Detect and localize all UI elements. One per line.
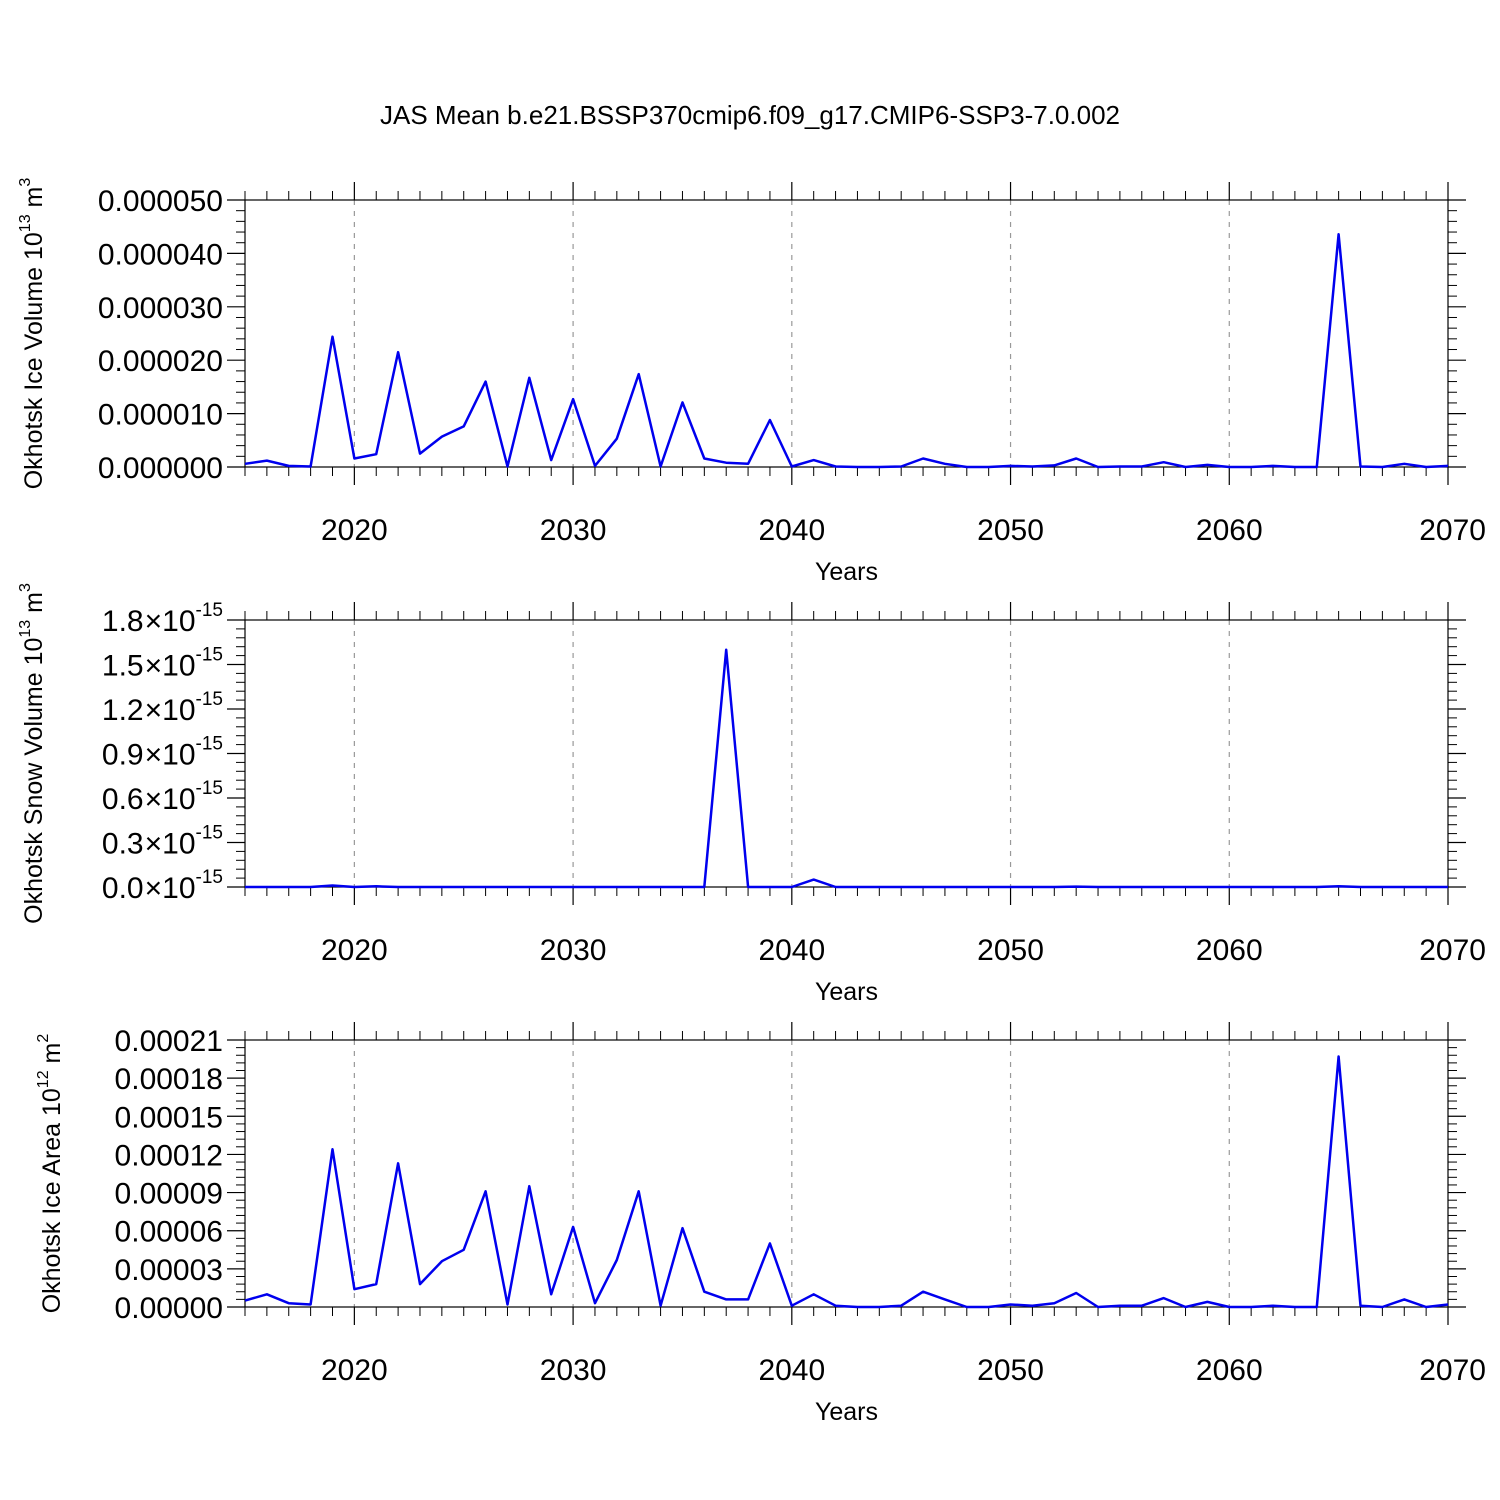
x-tick-label: 2070 xyxy=(1419,934,1486,967)
y-axis-label: Okhotsk Snow Volume 1013 m3 xyxy=(17,583,48,924)
y-tick-label: 0.000000 xyxy=(98,452,223,485)
y-tick-label: 0.00006 xyxy=(115,1216,223,1249)
x-tick-label: 2070 xyxy=(1419,514,1486,547)
y-tick-label: 1.2×10-15 xyxy=(102,689,223,727)
x-tick-label: 2020 xyxy=(321,934,388,967)
y-tick-label: 1.5×10-15 xyxy=(102,645,223,683)
y-tick-label: 0.00009 xyxy=(115,1178,223,1211)
y-tick-label: 0.00015 xyxy=(115,1101,223,1134)
x-tick-label: 2070 xyxy=(1419,1354,1486,1387)
y-tick-label: 0.000050 xyxy=(98,185,223,218)
x-tick-label: 2030 xyxy=(540,514,607,547)
x-tick-label: 2060 xyxy=(1196,514,1263,547)
panel-2: 2020 2030 2040 2050 2060 2070 0.0×10-15 0.3×10-… xyxy=(17,583,1486,1006)
x-tick-label: 2060 xyxy=(1196,934,1263,967)
y-tick-label: 0.0×10-15 xyxy=(102,867,223,905)
y-tick-label: 0.00000 xyxy=(115,1292,223,1325)
x-tick-label: 2050 xyxy=(977,514,1044,547)
y-tick-label: 0.00018 xyxy=(115,1063,223,1096)
x-tick-label: 2050 xyxy=(977,1354,1044,1387)
y-tick-label: 0.3×10-15 xyxy=(102,823,223,861)
y-axis-label: Okhotsk Ice Volume 1013 m3 xyxy=(17,178,48,490)
y-tick-label: 0.000030 xyxy=(98,292,223,325)
x-tick-label: 2060 xyxy=(1196,1354,1263,1387)
y-tick-label: 0.00021 xyxy=(115,1025,223,1058)
x-tick-label: 2030 xyxy=(540,1354,607,1387)
y-tick-label: 0.00003 xyxy=(115,1254,223,1287)
x-axis-label: Years xyxy=(815,558,878,586)
y-tick-label: 0.000010 xyxy=(98,399,223,432)
y-tick-label: 0.000040 xyxy=(98,238,223,271)
x-tick-label: 2050 xyxy=(977,934,1044,967)
y-tick-label: 0.6×10-15 xyxy=(102,778,223,816)
x-axis-label: Years xyxy=(815,1398,878,1426)
panels: 2020 2030 2040 2050 2060 2070 0.000000 0.000010… xyxy=(17,178,1486,1426)
plot-frame xyxy=(244,1039,1449,1308)
x-axis-label: Years xyxy=(815,978,878,1006)
figure-title: JAS Mean b.e21.BSSP370cmip6.f09_g17.CMIP… xyxy=(380,100,1120,130)
x-tick-label: 2040 xyxy=(758,514,825,547)
plot-frame xyxy=(244,199,1449,468)
y-tick-label: 0.9×10-15 xyxy=(102,734,223,772)
series-line xyxy=(245,648,1448,889)
panel-1: 2020 2030 2040 2050 2060 2070 0.000000 0.000010… xyxy=(17,178,1486,586)
y-axis-label: Okhotsk Ice Area 1012 m2 xyxy=(35,1034,66,1314)
panel-3: 2020 2030 2040 2050 2060 2070 0.00000 0.00003 0.… xyxy=(35,1022,1486,1426)
x-tick-label: 2030 xyxy=(540,934,607,967)
y-tick-label: 0.00012 xyxy=(115,1139,223,1172)
series-line xyxy=(244,232,1449,469)
y-tick-label: 0.000020 xyxy=(98,345,223,378)
x-tick-label: 2020 xyxy=(321,514,388,547)
series-line xyxy=(244,1055,1449,1309)
y-tick-label: 1.8×10-15 xyxy=(102,600,223,638)
plot-frame xyxy=(244,619,1449,888)
x-tick-label: 2040 xyxy=(758,1354,825,1387)
x-tick-label: 2040 xyxy=(758,934,825,967)
x-tick-label: 2020 xyxy=(321,1354,388,1387)
